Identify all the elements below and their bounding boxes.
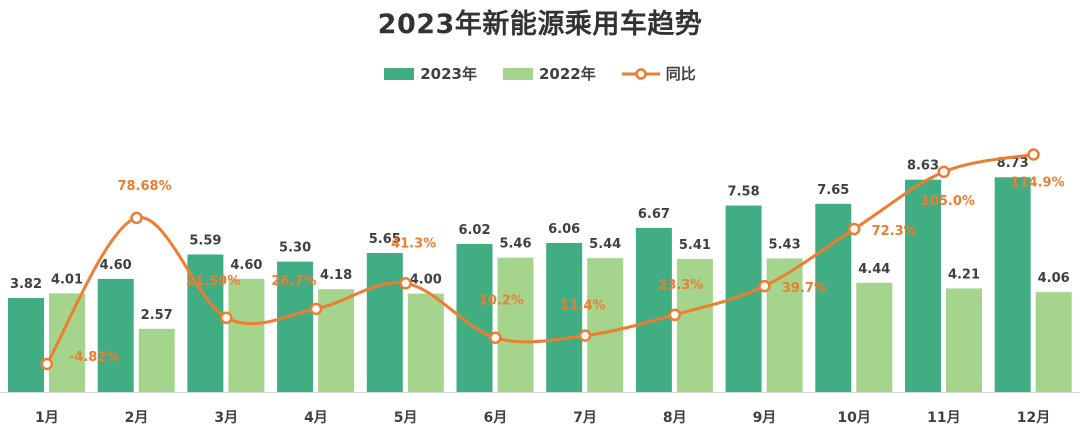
bar-2022 — [228, 278, 265, 392]
data-label-2022: 5.44 — [589, 237, 621, 252]
yoy-data-label: 105.0% — [921, 194, 975, 209]
bar-2023 — [635, 227, 672, 392]
legend-item-2023[interactable]: 2023年 — [384, 63, 477, 84]
yoy-data-label: 72.3% — [872, 224, 917, 239]
bar-2022 — [946, 288, 982, 392]
data-label-2023: 6.67 — [638, 207, 670, 222]
yoy-data-label: 10.2% — [479, 294, 524, 309]
chart-title: 2023年新能源乘用车趋势 — [377, 9, 703, 40]
yoy-marker — [1027, 148, 1040, 161]
data-label-2023: 8.63 — [907, 159, 939, 174]
legend: 2023年 2022年 同比 — [0, 63, 1080, 84]
data-label-2023: 8.73 — [997, 156, 1029, 171]
data-label-2022: 4.00 — [410, 273, 442, 288]
data-label-2022: 5.46 — [499, 237, 531, 252]
data-label-2023: 7.58 — [728, 185, 760, 200]
bar-2023 — [546, 242, 583, 392]
legend-label-yoy: 同比 — [665, 65, 696, 83]
data-label-2023: 5.65 — [369, 232, 401, 247]
data-label-2023: 3.82 — [10, 277, 42, 292]
yoy-marker — [847, 222, 861, 236]
yoy-marker — [758, 279, 771, 293]
x-tick-label: 6月 — [483, 410, 507, 426]
x-tick-label: 3月 — [214, 410, 238, 426]
x-tick-label: 11月 — [927, 410, 960, 426]
data-label-2022: 5.41 — [679, 238, 711, 253]
x-tick-label: 9月 — [753, 410, 777, 426]
bar-2023 — [277, 261, 314, 392]
yoy-data-label: 21.59% — [186, 274, 240, 289]
bar-2023 — [815, 203, 852, 392]
yoy-marker — [489, 331, 502, 344]
data-label-2023: 4.60 — [100, 258, 132, 273]
yoy-marker — [40, 357, 54, 371]
legend-label-2023: 2023年 — [420, 65, 477, 83]
data-label-2023: 6.02 — [458, 223, 490, 238]
legend-swatch-2022 — [502, 67, 533, 80]
yoy-marker — [937, 165, 951, 179]
x-tick-label: 5月 — [394, 410, 418, 426]
yoy-data-label: 26.7% — [271, 274, 316, 289]
bar-2022 — [318, 289, 355, 392]
bar-2022 — [766, 258, 803, 392]
data-label-2022: 2.57 — [141, 308, 173, 323]
bar-2023 — [905, 179, 941, 392]
yoy-data-label: 11.4% — [560, 299, 605, 314]
bar-2023 — [994, 177, 1031, 392]
bar-2022 — [138, 328, 175, 392]
bar-2023 — [97, 278, 134, 392]
x-tick-label: 7月 — [573, 410, 597, 426]
data-label-2023: 5.30 — [279, 241, 311, 256]
yoy-data-label: 39.7% — [782, 281, 827, 296]
data-label-2022: 4.01 — [51, 272, 83, 287]
yoy-marker — [220, 311, 233, 325]
data-label-2022: 4.18 — [320, 268, 352, 283]
yoy-marker — [668, 308, 681, 322]
legend-label-2022: 2022年 — [538, 65, 596, 83]
yoy-marker — [130, 211, 143, 225]
yoy-marker — [399, 277, 412, 290]
legend-line-icon — [621, 67, 660, 80]
legend-item-yoy[interactable]: 同比 — [621, 63, 696, 84]
bar-2022 — [587, 258, 624, 392]
legend-swatch-2023 — [384, 67, 415, 80]
data-label-2022: 4.60 — [230, 258, 262, 273]
data-label-2023: 5.59 — [189, 233, 221, 248]
data-label-2023: 6.06 — [548, 222, 580, 237]
x-tick-label: 2月 — [125, 410, 149, 426]
bar-2022 — [49, 293, 85, 392]
x-tick-label: 8月 — [663, 410, 687, 426]
x-tick-label: 10月 — [837, 410, 870, 426]
data-label-2022: 4.21 — [948, 267, 980, 282]
legend-item-2022[interactable]: 2022年 — [502, 63, 596, 84]
yoy-data-label: 23.3% — [658, 278, 703, 293]
x-tick-label: 12月 — [1017, 410, 1050, 426]
yoy-marker — [578, 329, 592, 342]
yoy-data-label: -4.82% — [69, 350, 120, 365]
bar-2023 — [8, 298, 44, 392]
data-label-2022: 4.44 — [858, 262, 890, 277]
bar-2022 — [676, 258, 713, 392]
yoy-data-label: 114.9% — [1010, 175, 1064, 190]
yoy-data-label: 78.68% — [117, 179, 171, 194]
data-label-2022: 5.43 — [769, 237, 801, 252]
x-tick-label: 4月 — [304, 410, 328, 426]
yoy-data-label: 41.3% — [391, 236, 436, 251]
bar-2022 — [407, 293, 444, 392]
x-tick-label: 1月 — [35, 410, 59, 426]
data-label-2022: 4.06 — [1038, 271, 1070, 286]
yoy-marker — [309, 302, 323, 316]
bar-2022 — [1035, 292, 1072, 392]
bar-2022 — [856, 282, 893, 392]
bar-2023 — [366, 253, 403, 392]
bar-2022 — [497, 257, 534, 392]
data-label-2023: 7.65 — [817, 183, 849, 198]
